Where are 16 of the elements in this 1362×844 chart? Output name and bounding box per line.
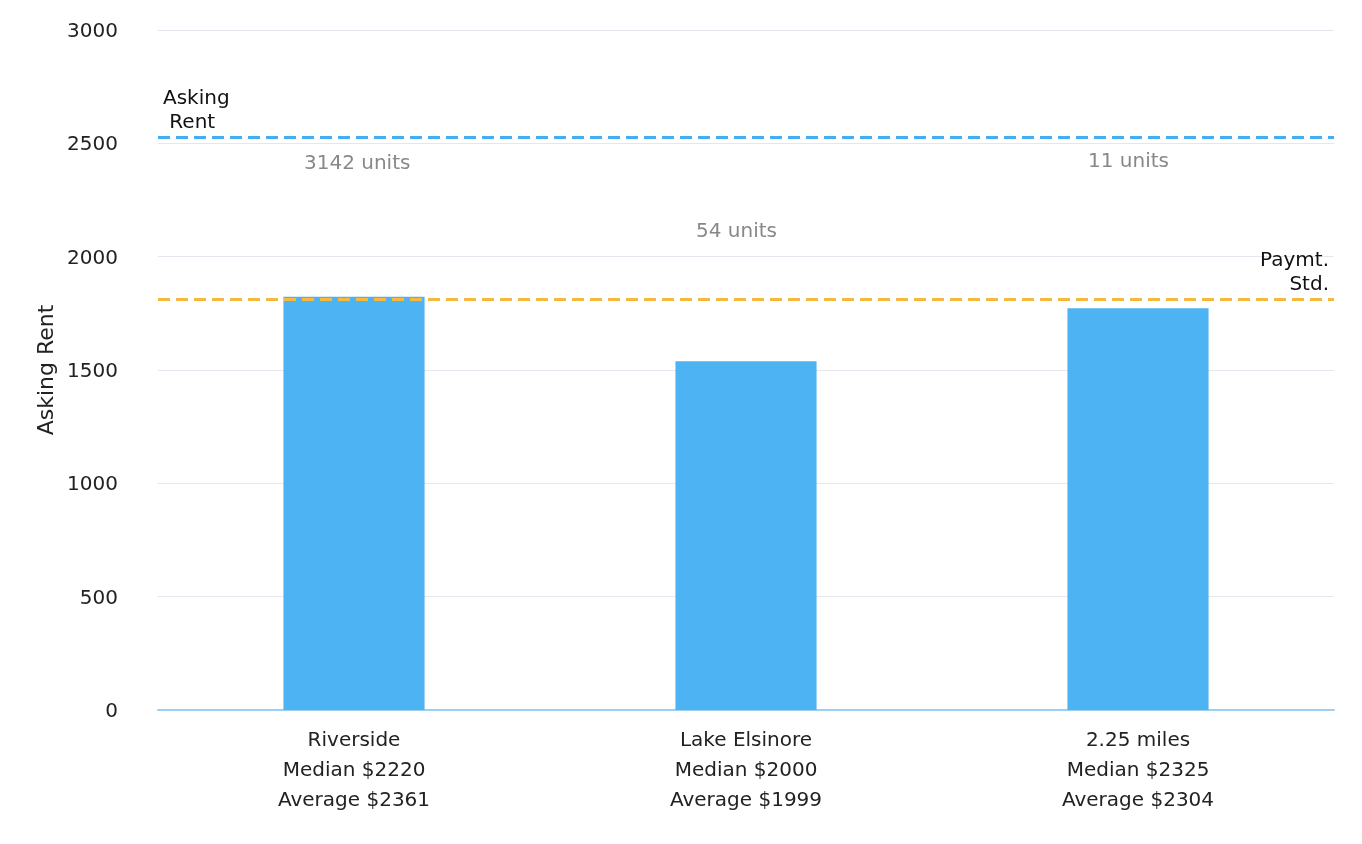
y-tick-label: 2500 [67,131,118,156]
annotation: 11 units [1088,148,1169,172]
y-tick-label: 2000 [67,244,118,269]
annotation: 3142 units [304,150,411,174]
y-tick-label: 0 [105,698,118,722]
ref-line-label: Paymt. Std. [1260,246,1329,295]
annotation: 54 units [696,218,777,242]
x-tick-label: Riverside Median $2220 Average $2361 [277,727,431,811]
y-tick-label: 3000 [67,18,118,42]
ref-line-label: Asking Rent [163,84,230,133]
y-axis-title: Asking Rent [32,304,58,436]
y-tick-label: 1500 [67,358,118,382]
x-tick-label: 2.25 miles Median $2325 Average $2304 [1061,727,1215,811]
y-tick-label: 1000 [67,471,118,496]
y-tick-label: 500 [79,584,118,609]
x-tick-label: Lake Elsinore Median $2000 Average $1999 [669,727,823,811]
